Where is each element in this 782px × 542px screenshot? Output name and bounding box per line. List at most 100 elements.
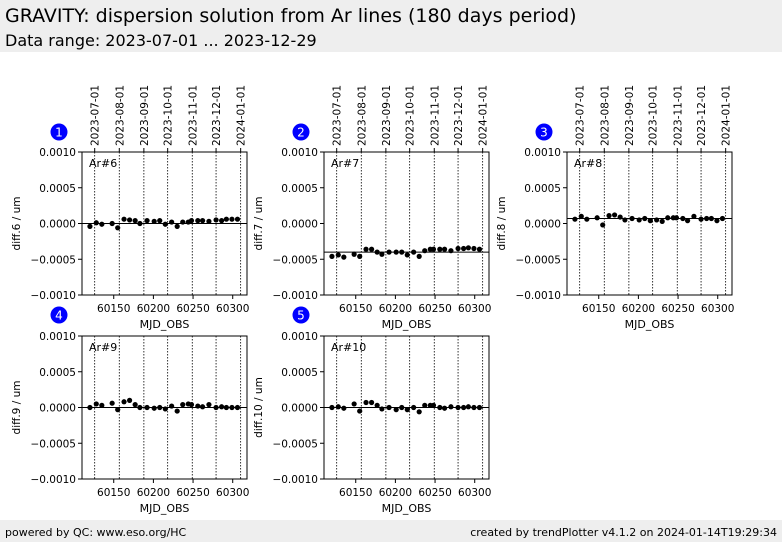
- data-point: [404, 407, 410, 413]
- data-point: [341, 254, 347, 260]
- plot-frame: [323, 151, 490, 296]
- x-tick-label: 60300: [216, 487, 249, 499]
- date-tick-label: 2023-07-01: [575, 85, 587, 146]
- x-tick-label: 60200: [379, 303, 412, 315]
- data-point: [416, 253, 422, 259]
- data-point: [87, 223, 93, 229]
- y-axis-label: diff.7 / um: [253, 197, 265, 251]
- data-point: [109, 400, 115, 406]
- data-point: [99, 221, 105, 227]
- data-point: [174, 223, 180, 229]
- data-point: [386, 404, 392, 411]
- data-point: [99, 402, 105, 408]
- data-point: [157, 404, 163, 411]
- data-point: [437, 404, 443, 411]
- data-point: [476, 404, 483, 411]
- x-tick-label: 60300: [216, 303, 249, 315]
- y-axis-label: diff.10 / um: [253, 377, 265, 438]
- y-tick-label: −0.0010: [515, 290, 561, 302]
- data-point: [476, 246, 483, 252]
- date-tick-label: 2023-10-01: [405, 85, 417, 146]
- data-point: [188, 218, 195, 224]
- y-tick-label: −0.0005: [272, 438, 318, 450]
- date-tick-label: 2023-07-01: [332, 85, 344, 146]
- series-label: Ar#8: [574, 157, 602, 170]
- data-point: [636, 217, 642, 223]
- date-tick-label: 2024-01-01: [478, 85, 490, 146]
- data-point: [606, 213, 612, 219]
- data-point: [455, 245, 461, 252]
- data-point: [465, 245, 471, 251]
- footer-bar: powered by QC: www.eso.org/HC created by…: [0, 520, 782, 542]
- y-tick-label: −0.0010: [272, 474, 318, 486]
- data-point: [162, 221, 168, 227]
- date-tick-label: 2023-12-01: [696, 85, 708, 146]
- data-point: [404, 252, 410, 258]
- x-tick-label: 60250: [418, 303, 451, 315]
- data-point: [199, 218, 206, 224]
- data-point: [144, 218, 150, 224]
- data-point: [341, 405, 347, 411]
- data-point: [471, 245, 477, 252]
- data-point: [465, 404, 471, 410]
- data-point: [448, 248, 454, 254]
- data-point: [399, 404, 405, 411]
- series-label: Ar#6: [89, 157, 117, 170]
- data-point: [386, 249, 392, 255]
- x-tick-label: 60150: [97, 487, 130, 499]
- data-point: [578, 213, 584, 219]
- data-point: [144, 404, 150, 411]
- data-point: [219, 404, 225, 410]
- data-point: [351, 401, 357, 407]
- data-point: [698, 216, 704, 222]
- date-tick-label: 2024-01-01: [721, 85, 733, 146]
- x-tick-label: 60200: [622, 303, 655, 315]
- data-point: [393, 407, 399, 413]
- y-tick-label: 0.0005: [524, 183, 561, 195]
- data-point: [379, 406, 385, 412]
- date-tick-label: 2023-12-01: [453, 85, 465, 146]
- x-tick-label: 60200: [137, 487, 170, 499]
- data-point: [719, 215, 726, 222]
- chart-panel-5: 60150 60200 60250 60300 −0.0010 −0.0005 0.0000…: [253, 306, 491, 515]
- data-point: [234, 216, 241, 222]
- panel-number: 5: [297, 309, 305, 323]
- y-tick-label: 0.0005: [281, 183, 318, 195]
- data-point: [572, 216, 578, 222]
- header-bar: GRAVITY: dispersion solution from Ar lin…: [0, 0, 782, 52]
- data-point: [430, 246, 437, 252]
- data-point: [229, 216, 235, 222]
- date-tick-label: 2024-01-01: [236, 85, 248, 146]
- x-axis-label: MJD_OBS: [140, 502, 190, 515]
- data-point: [437, 246, 443, 252]
- data-point: [115, 407, 121, 413]
- plot-frame: [566, 151, 733, 296]
- data-point: [335, 252, 341, 258]
- page-subtitle: Data range: 2023-07-01 ... 2023-12-29: [5, 31, 317, 50]
- y-axis-label: diff.6 / um: [11, 197, 23, 251]
- y-tick-label: −0.0005: [30, 254, 76, 266]
- data-point: [132, 218, 138, 224]
- x-tick-label: 60150: [339, 303, 372, 315]
- x-tick-label: 60250: [176, 487, 209, 499]
- charts-canvas: 60150 60200 60250 60300 −0.0010 −0.0005 0.0000…: [11, 85, 734, 515]
- date-tick-label: 2023-09-01: [139, 85, 151, 146]
- data-point: [151, 218, 157, 224]
- date-tick-label: 2023-09-01: [381, 85, 393, 146]
- data-point: [121, 399, 127, 405]
- x-tick-label: 60200: [379, 487, 412, 499]
- data-point: [399, 249, 405, 255]
- data-point: [137, 220, 143, 227]
- data-point: [234, 404, 241, 411]
- data-point: [448, 404, 454, 410]
- data-point: [363, 399, 369, 406]
- data-point: [229, 404, 235, 411]
- y-tick-label: −0.0005: [30, 438, 76, 450]
- data-point: [691, 213, 697, 219]
- footer-credit: powered by QC: www.eso.org/HC: [5, 526, 187, 539]
- date-tick-label: 2023-08-01: [356, 85, 368, 146]
- data-point: [471, 404, 477, 411]
- x-tick-label: 60300: [458, 487, 491, 499]
- data-point: [109, 220, 115, 227]
- y-tick-label: −0.0005: [515, 254, 561, 266]
